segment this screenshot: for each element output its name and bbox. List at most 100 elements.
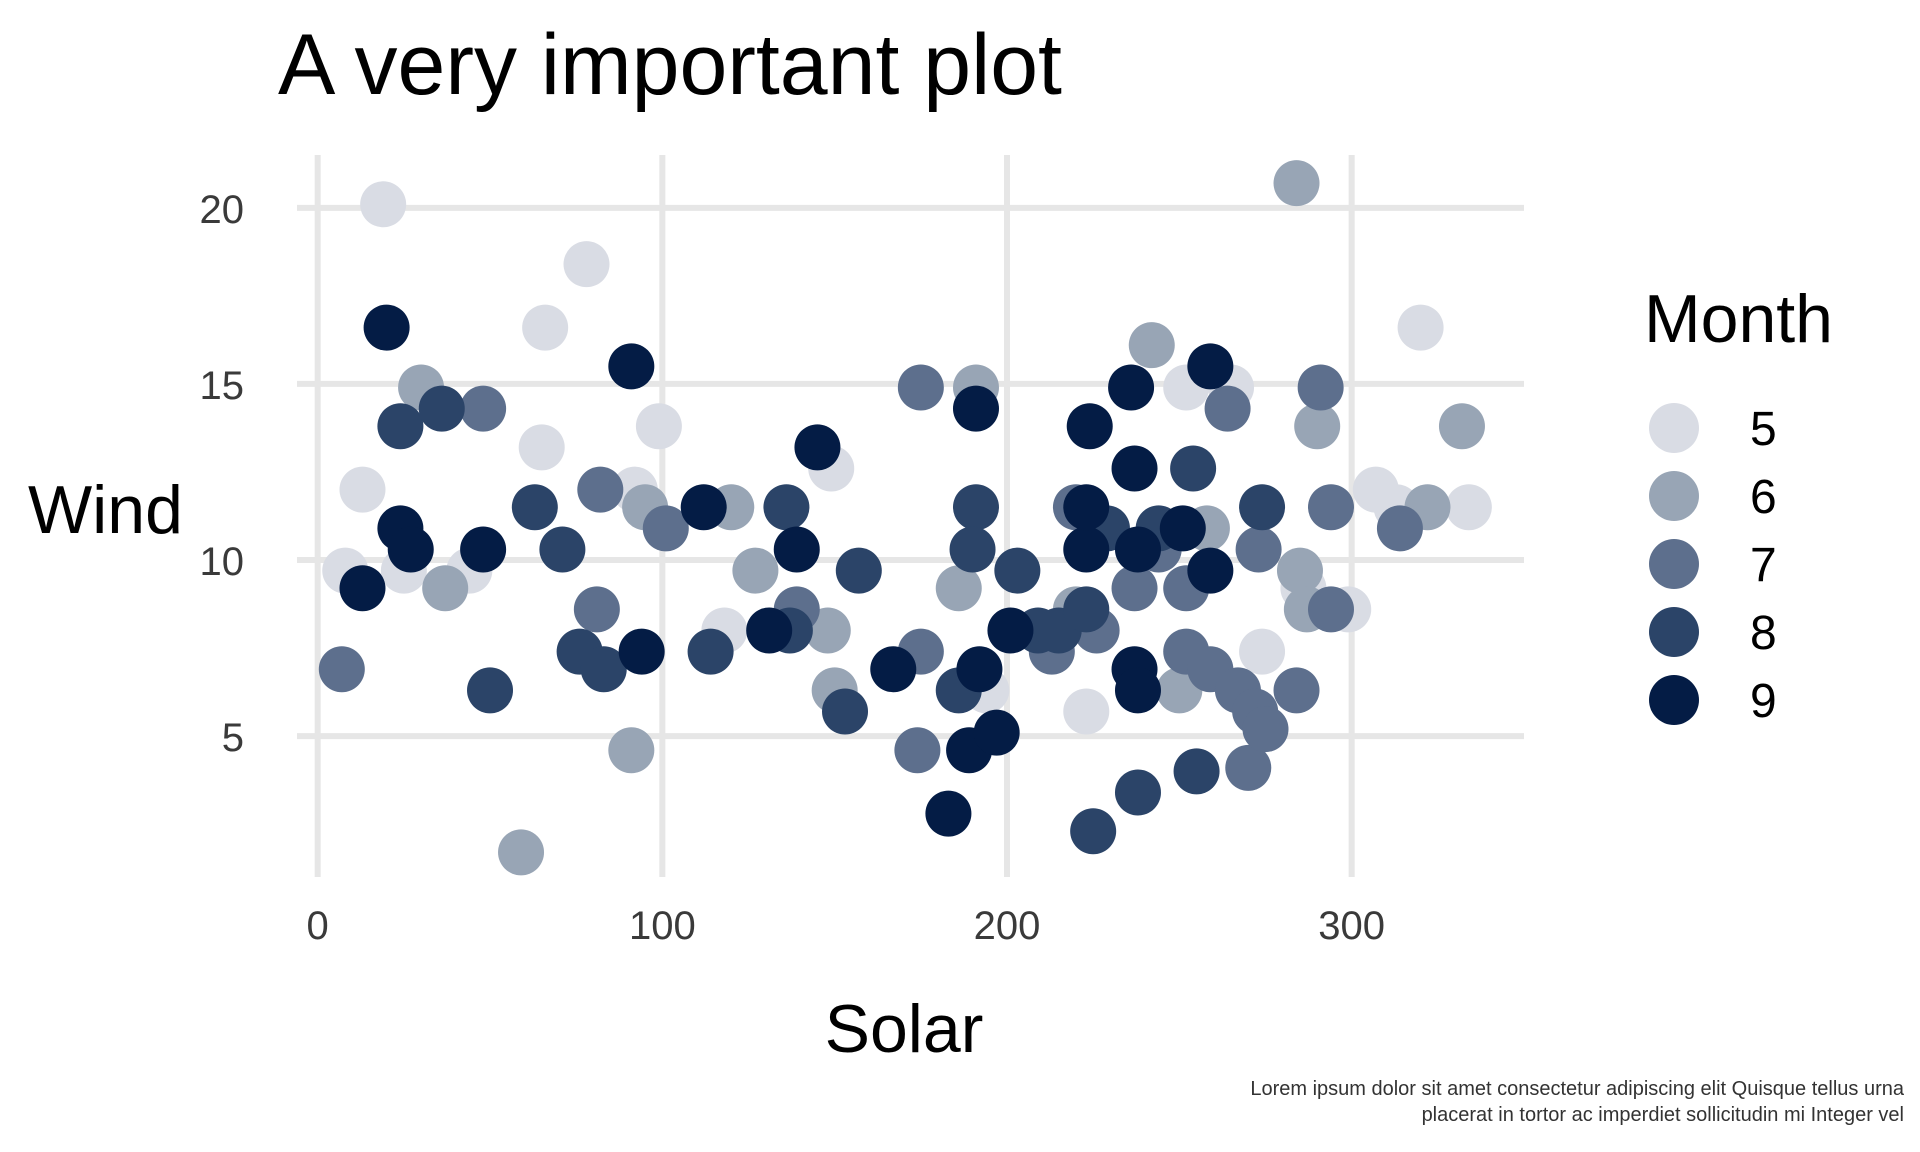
- point-month-9-27: [1187, 343, 1234, 390]
- point-month-5-5: [518, 424, 565, 471]
- point-month-6-9: [732, 547, 779, 594]
- point-month-9-22: [1111, 445, 1158, 492]
- point-month-9-1: [608, 343, 655, 390]
- point-month-9-15: [956, 646, 1003, 693]
- point-month-9-28: [1187, 547, 1234, 594]
- legend-key-9: [1649, 675, 1699, 725]
- legend-title: Month: [1644, 281, 1833, 357]
- y-axis-title: Wind: [28, 472, 183, 548]
- axes-layer: 0 100 200 300 5 10 15 20: [200, 188, 1386, 948]
- point-month-6-10: [422, 565, 469, 612]
- x-tick-label-300: 300: [1318, 904, 1385, 948]
- point-month-6-4: [1294, 403, 1341, 450]
- legend-label-8: 8: [1750, 607, 1777, 660]
- point-month-8-15: [994, 547, 1041, 594]
- point-month-8-6: [580, 646, 627, 693]
- point-month-7-26: [1307, 586, 1354, 633]
- point-month-6-17: [608, 727, 655, 774]
- point-month-9-10: [794, 424, 841, 471]
- point-month-8-24: [1173, 748, 1220, 795]
- point-month-9-26: [1159, 505, 1206, 552]
- point-month-9-8: [746, 607, 793, 654]
- point-month-6-11: [935, 565, 982, 612]
- point-month-6-5: [1438, 403, 1485, 450]
- caption-line-2: placerat in tortor ac imperdiet sollicit…: [1422, 1104, 1904, 1126]
- y-tick-label-20: 20: [200, 188, 245, 232]
- legend: Month 5 6 7 8 9: [1644, 281, 1833, 728]
- point-month-9-6: [618, 628, 665, 675]
- legend-label-7: 7: [1750, 539, 1777, 592]
- point-month-8-0: [377, 403, 424, 450]
- point-month-7-12: [1111, 565, 1158, 612]
- chart-title: A very important plot: [278, 17, 1062, 113]
- point-month-9-17: [987, 607, 1034, 654]
- point-month-8-21: [1114, 769, 1161, 816]
- point-month-9-11: [870, 646, 917, 693]
- point-month-7-27: [1376, 505, 1423, 552]
- point-month-7-2: [577, 466, 624, 513]
- caption-line-1: Lorem ipsum dolor sit amet consectetur a…: [1250, 1078, 1905, 1100]
- point-month-7-21: [1235, 526, 1282, 573]
- point-month-7-4: [642, 505, 689, 552]
- points-layer: [318, 160, 1492, 876]
- point-month-5-4: [339, 466, 386, 513]
- legend-label-5: 5: [1750, 403, 1777, 456]
- point-month-9-2: [339, 565, 386, 612]
- point-month-8-8: [763, 484, 810, 531]
- point-month-8-3: [511, 484, 558, 531]
- y-tick-label-15: 15: [200, 364, 245, 408]
- point-month-8-18: [1063, 586, 1110, 633]
- y-tick-label-10: 10: [200, 540, 245, 584]
- point-month-9-5: [460, 526, 507, 573]
- point-month-9-12: [925, 790, 972, 837]
- point-month-8-4: [539, 526, 586, 573]
- point-month-8-23: [1170, 445, 1217, 492]
- point-month-5-1: [563, 241, 610, 288]
- point-month-7-8: [894, 727, 941, 774]
- point-month-8-11: [835, 547, 882, 594]
- y-tick-label-5: 5: [222, 716, 244, 760]
- point-month-7-1: [460, 385, 507, 432]
- point-month-9-4: [387, 526, 434, 573]
- legend-key-5: [1649, 403, 1699, 453]
- point-month-6-1: [1128, 322, 1175, 369]
- legend-key-6: [1649, 471, 1699, 521]
- point-month-5-3: [1397, 304, 1444, 351]
- point-month-6-0: [1273, 160, 1320, 207]
- point-month-8-1: [418, 385, 465, 432]
- x-axis-title: Solar: [825, 991, 984, 1067]
- x-tick-label-100: 100: [629, 904, 696, 948]
- point-month-9-9: [773, 526, 820, 573]
- x-tick-label-200: 200: [974, 904, 1041, 948]
- point-month-7-23: [1273, 667, 1320, 714]
- point-month-7-24: [1297, 364, 1344, 411]
- point-month-8-2: [467, 667, 514, 714]
- point-month-9-20: [1063, 484, 1110, 531]
- point-month-9-19: [1066, 403, 1113, 450]
- point-month-9-21: [1108, 364, 1155, 411]
- point-month-9-23: [1114, 526, 1161, 573]
- point-month-5-16: [1239, 628, 1286, 675]
- point-month-5-13: [1063, 688, 1110, 735]
- point-month-8-14: [949, 526, 996, 573]
- point-month-7-6: [897, 364, 944, 411]
- point-month-8-19: [1070, 808, 1117, 855]
- point-month-6-18: [498, 829, 545, 876]
- point-month-8-25: [1239, 484, 1286, 531]
- point-month-9-16: [973, 709, 1020, 756]
- legend-label-9: 9: [1750, 675, 1777, 728]
- point-month-7-22: [1242, 706, 1289, 753]
- point-month-7-25: [1307, 484, 1354, 531]
- point-month-5-6: [635, 403, 682, 450]
- point-month-9-7: [680, 484, 727, 531]
- point-month-5-21: [1445, 484, 1492, 531]
- point-month-7-3: [573, 586, 620, 633]
- legend-items: 5 6 7 8 9: [1649, 403, 1777, 728]
- point-month-5-2: [522, 304, 569, 351]
- x-tick-label-0: 0: [307, 904, 329, 948]
- point-month-6-12: [1276, 547, 1323, 594]
- legend-key-8: [1649, 607, 1699, 657]
- point-month-5-0: [360, 181, 407, 228]
- point-month-9-0: [363, 304, 410, 351]
